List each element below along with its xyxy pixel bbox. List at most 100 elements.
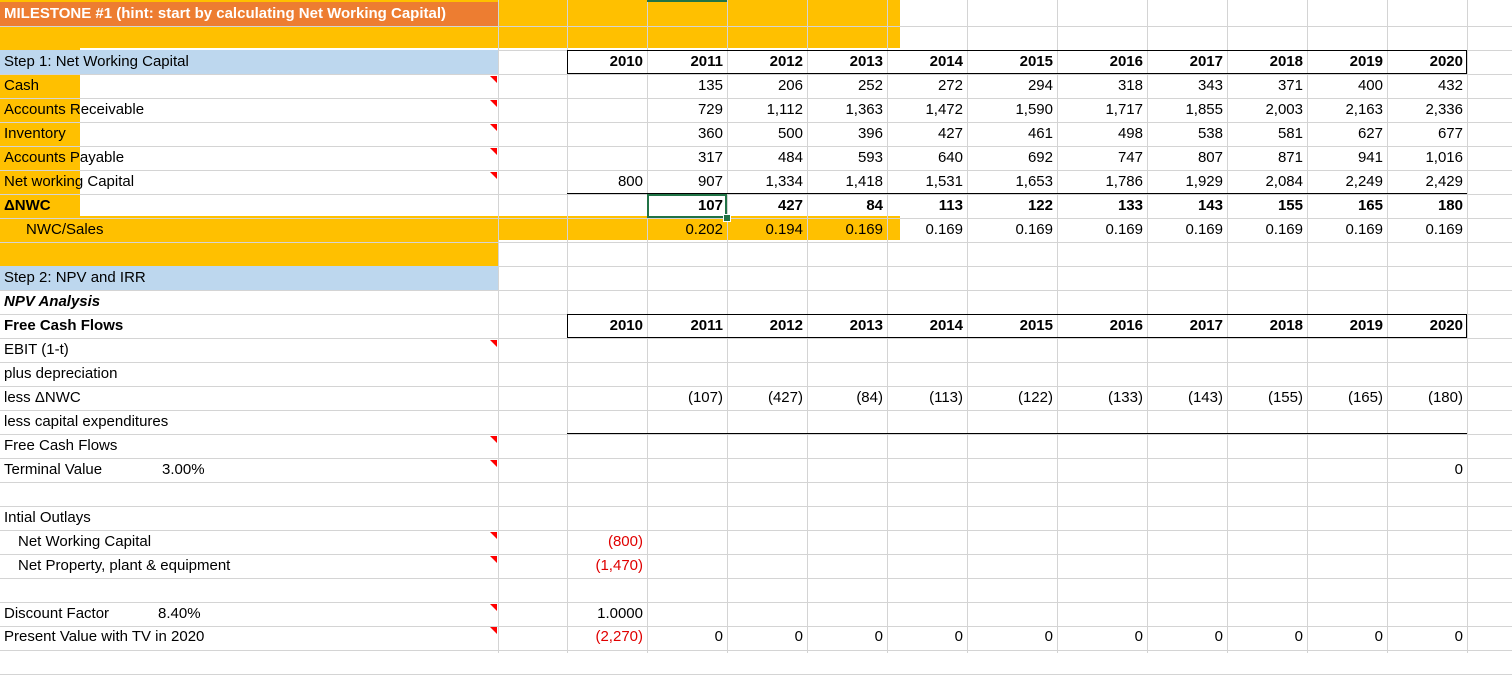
- cell-2016[interactable]: 498: [1117, 125, 1143, 142]
- row-label-inventory[interactable]: Inventory: [4, 125, 66, 142]
- cell-2011[interactable]: 729: [697, 101, 723, 118]
- present-value-2013[interactable]: 0: [874, 628, 883, 645]
- cell-2012[interactable]: 427: [777, 197, 803, 214]
- row-label-nwc-sales[interactable]: NWC/Sales: [26, 221, 104, 238]
- cell-2011[interactable]: 317: [697, 149, 723, 166]
- cell-2019[interactable]: 165: [1357, 197, 1383, 214]
- present-value-2019[interactable]: 0: [1374, 628, 1383, 645]
- year-header-2013[interactable]: 2013: [849, 53, 883, 70]
- cell-2018[interactable]: 581: [1277, 125, 1303, 142]
- cell-2015[interactable]: 0.169: [1015, 221, 1053, 238]
- fcf-year-header-2013[interactable]: 2013: [849, 317, 883, 334]
- fcf-year-header-2019[interactable]: 2019: [1349, 317, 1383, 334]
- cell-2010[interactable]: 800: [617, 173, 643, 190]
- present-value-2020[interactable]: 0: [1454, 628, 1463, 645]
- row-label-cash[interactable]: Cash: [4, 77, 40, 94]
- less-nwc-2020[interactable]: (180): [1427, 389, 1463, 406]
- discount-rate[interactable]: 8.40%: [158, 605, 201, 622]
- present-value-2011[interactable]: 0: [714, 628, 723, 645]
- cell-2020[interactable]: 2,429: [1425, 173, 1463, 190]
- cell-2011[interactable]: 360: [697, 125, 723, 142]
- cell-2015[interactable]: 294: [1027, 77, 1053, 94]
- cell-2018[interactable]: 2,003: [1265, 101, 1303, 118]
- terminal-value-2020[interactable]: 0: [1454, 461, 1463, 478]
- row-label-accounts-receivable[interactable]: Accounts Receivable: [4, 101, 145, 118]
- cell-2015[interactable]: 1,653: [1015, 173, 1053, 190]
- year-header-2017[interactable]: 2017: [1189, 53, 1223, 70]
- cell-2017[interactable]: 1,855: [1185, 101, 1223, 118]
- fcf-year-header-2020[interactable]: 2020: [1429, 317, 1463, 334]
- cell-2016[interactable]: 1,717: [1105, 101, 1143, 118]
- cell-2013[interactable]: 1,363: [845, 101, 883, 118]
- year-header-2018[interactable]: 2018: [1269, 53, 1303, 70]
- cell-2014[interactable]: 640: [937, 149, 963, 166]
- capex-label[interactable]: less capital expenditures: [4, 413, 169, 430]
- present-value-2015[interactable]: 0: [1044, 628, 1053, 645]
- cell-2013[interactable]: 1,418: [845, 173, 883, 190]
- cell-2017[interactable]: 343: [1197, 77, 1223, 94]
- cell-2020[interactable]: 180: [1437, 197, 1463, 214]
- cell-2019[interactable]: 2,249: [1345, 173, 1383, 190]
- outlay-ppe-label[interactable]: Net Property, plant & equipment: [18, 557, 231, 574]
- year-header-2012[interactable]: 2012: [769, 53, 803, 70]
- less-nwc-2012[interactable]: (427): [767, 389, 803, 406]
- present-value-2018[interactable]: 0: [1294, 628, 1303, 645]
- row-label-net-working-capital[interactable]: Net working Capital: [4, 173, 135, 190]
- cell-2014[interactable]: 113: [938, 197, 963, 214]
- fcf-label[interactable]: Free Cash Flows: [4, 437, 118, 454]
- cell-2019[interactable]: 627: [1357, 125, 1383, 142]
- fcf-year-header-2016[interactable]: 2016: [1109, 317, 1143, 334]
- cell-2010[interactable]: [567, 98, 647, 122]
- row-label-accounts-payable[interactable]: Accounts Payable: [4, 149, 125, 166]
- cell-2020[interactable]: 2,336: [1425, 101, 1463, 118]
- cell-2017[interactable]: 143: [1197, 197, 1223, 214]
- fcf-year-header-2011[interactable]: 2011: [690, 317, 723, 334]
- cell-2014[interactable]: 427: [937, 125, 963, 142]
- outlay-nwc-label[interactable]: Net Working Capital: [18, 533, 152, 550]
- cell-2018[interactable]: 871: [1277, 149, 1303, 166]
- cell-2017[interactable]: 538: [1197, 125, 1223, 142]
- cell-2016[interactable]: 0.169: [1105, 221, 1143, 238]
- present-value-2017[interactable]: 0: [1214, 628, 1223, 645]
- cell-2018[interactable]: 2,084: [1265, 173, 1303, 190]
- cell-2013[interactable]: 396: [857, 125, 883, 142]
- cell-2012[interactable]: 1,334: [765, 173, 803, 190]
- present-value-label[interactable]: Present Value with TV in 2020: [4, 628, 205, 645]
- row-label--nwc[interactable]: ΔNWC: [4, 197, 51, 214]
- cell-2019[interactable]: 2,163: [1345, 101, 1383, 118]
- cell-2011[interactable]: 907: [697, 173, 723, 190]
- present-value-2016[interactable]: 0: [1134, 628, 1143, 645]
- cell-2020[interactable]: 432: [1437, 77, 1463, 94]
- present-value-2012[interactable]: 0: [794, 628, 803, 645]
- cell-2015[interactable]: 1,590: [1015, 101, 1053, 118]
- cell-2020[interactable]: 0.169: [1425, 221, 1463, 238]
- cell-2015[interactable]: 122: [1027, 197, 1053, 214]
- less-nwc-2017[interactable]: (143): [1187, 389, 1223, 406]
- less-nwc-2010[interactable]: [567, 386, 647, 410]
- cell-2012[interactable]: 484: [777, 149, 803, 166]
- fcf-year-header-2014[interactable]: 2014: [929, 317, 963, 334]
- cell-2011[interactable]: 135: [697, 77, 723, 94]
- fcf-year-header-2017[interactable]: 2017: [1189, 317, 1223, 334]
- cell-2010[interactable]: [567, 146, 647, 170]
- fcf-year-header-2010[interactable]: 2010: [609, 317, 643, 334]
- cell-2010[interactable]: [567, 122, 647, 146]
- cell-2017[interactable]: 1,929: [1185, 173, 1223, 190]
- year-header-2015[interactable]: 2015: [1019, 53, 1053, 70]
- less-nwc-2018[interactable]: (155): [1267, 389, 1303, 406]
- less-nwc-2015[interactable]: (122): [1017, 389, 1053, 406]
- cell-2014[interactable]: 0.169: [925, 221, 963, 238]
- cell-2016[interactable]: 1,786: [1105, 173, 1143, 190]
- cell-2014[interactable]: 272: [937, 77, 963, 94]
- cell-2010[interactable]: [567, 74, 647, 98]
- less-nwc-2011[interactable]: (107): [687, 389, 723, 406]
- cell-2016[interactable]: 747: [1117, 149, 1143, 166]
- fcf-year-header-2018[interactable]: 2018: [1269, 317, 1303, 334]
- depreciation-label[interactable]: plus depreciation: [4, 365, 118, 382]
- cell-2010[interactable]: [567, 218, 647, 242]
- discount-factor-2010[interactable]: 1.0000: [597, 605, 643, 622]
- ebit-label[interactable]: EBIT (1-t): [4, 341, 69, 358]
- terminal-growth-rate[interactable]: 3.00%: [162, 461, 205, 478]
- cell-2016[interactable]: 133: [1117, 197, 1143, 214]
